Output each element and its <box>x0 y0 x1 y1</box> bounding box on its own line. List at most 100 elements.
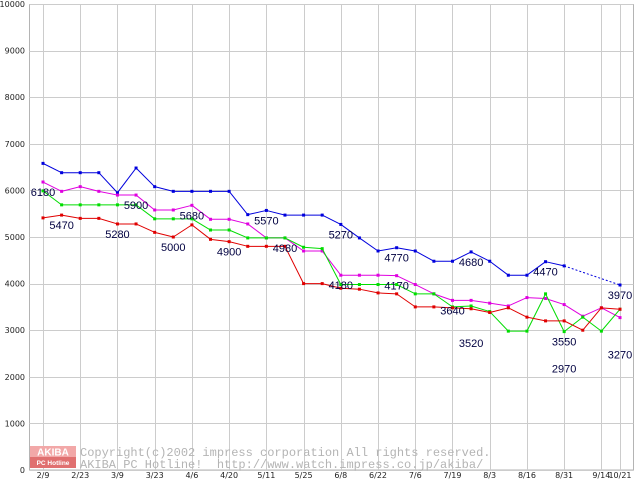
data-point-marker <box>395 246 399 250</box>
series-line-segment <box>582 316 602 332</box>
series-line-segment <box>508 307 528 318</box>
data-label: 5470 <box>49 220 73 232</box>
y-tick-label: 9000 <box>5 47 25 56</box>
data-point-marker <box>171 208 175 212</box>
data-label: 5680 <box>180 210 204 222</box>
data-point-marker <box>376 249 380 253</box>
data-point-marker <box>264 244 268 248</box>
series-line-segment <box>489 311 509 332</box>
data-point-marker <box>432 292 436 296</box>
data-point-marker <box>488 301 492 305</box>
x-tick-label: 6/22 <box>369 471 387 480</box>
series-line-segment <box>471 299 490 304</box>
series-line-segment <box>247 209 267 216</box>
x-tick-label: 5/11 <box>257 471 275 480</box>
data-point-marker <box>525 315 529 319</box>
data-point-marker <box>506 306 510 310</box>
series-line-segment <box>377 247 397 252</box>
series-line-segment <box>489 260 509 276</box>
data-point-marker <box>469 304 473 308</box>
series-line-segment <box>229 241 248 247</box>
x-tick-label: 4/20 <box>220 471 238 480</box>
data-point-marker <box>190 217 194 221</box>
site-url-line: AKIBA PC Hotline! http://www.watch.impre… <box>80 458 483 472</box>
series-line-segment <box>135 223 155 233</box>
data-point-marker <box>246 236 250 240</box>
data-point-marker <box>153 217 157 221</box>
data-point-marker <box>413 283 417 287</box>
data-point-marker <box>450 306 454 310</box>
x-tick-label: 8/31 <box>555 471 573 480</box>
series-line-segment <box>563 304 584 317</box>
data-point-marker <box>450 298 454 302</box>
series-line-segment <box>563 316 584 332</box>
series-line-segment <box>229 218 248 225</box>
y-tick-label: 0 <box>20 466 25 475</box>
data-label: 4170 <box>384 281 408 293</box>
data-point-marker <box>525 273 529 277</box>
data-point-marker <box>134 222 138 226</box>
y-tick-label: 8000 <box>5 93 25 102</box>
data-series <box>41 161 622 334</box>
data-point-marker <box>153 185 157 189</box>
data-label: 4900 <box>217 247 241 259</box>
data-point-marker <box>264 208 268 212</box>
series-line-segment <box>526 297 546 300</box>
data-point-marker <box>525 329 529 333</box>
data-point-marker <box>618 307 622 311</box>
data-point-marker <box>469 307 473 311</box>
data-point-marker <box>60 171 64 175</box>
data-label: 4770 <box>384 253 408 265</box>
data-point-marker <box>283 236 287 240</box>
data-point-marker <box>357 273 361 277</box>
data-point-marker <box>376 291 380 295</box>
x-tick-label: 4/6 <box>185 471 198 480</box>
series-line-segment <box>321 214 342 225</box>
data-point-marker <box>60 213 64 217</box>
series-line-segment <box>266 209 286 216</box>
data-point-marker <box>41 216 45 220</box>
y-tick-label: 2000 <box>5 373 25 382</box>
data-label: 2970 <box>552 364 576 376</box>
data-point-marker <box>320 282 324 286</box>
data-point-marker <box>209 228 213 232</box>
data-point-marker <box>544 297 548 301</box>
series-line-segment <box>601 307 621 310</box>
series-gap-segment <box>563 265 621 286</box>
data-point-marker <box>41 161 45 165</box>
data-point-marker <box>320 247 324 251</box>
gridlines <box>29 4 634 471</box>
data-label: 5900 <box>124 200 148 212</box>
data-point-marker <box>115 193 119 197</box>
series-line-segment <box>545 293 565 332</box>
data-point-marker <box>209 189 213 193</box>
series-line-segment <box>321 248 342 285</box>
series-line-segment <box>228 191 249 215</box>
x-tick-label: 5/25 <box>295 471 313 480</box>
x-tick-label: 6/8 <box>334 471 347 480</box>
data-point-marker <box>60 203 64 207</box>
series-line-segment <box>396 293 416 308</box>
data-label: 4980 <box>273 243 297 255</box>
data-label: 5570 <box>254 215 278 227</box>
copyright-line: Copyright(c)2002 impress corporation All… <box>80 446 490 460</box>
x-tick-label: 3/23 <box>146 471 164 480</box>
series-line-segment <box>322 283 341 289</box>
series-line-segment <box>452 305 472 308</box>
data-point-marker <box>97 189 101 193</box>
x-tick-label: 9/14 <box>592 471 610 480</box>
data-point-marker <box>506 304 510 308</box>
data-point-marker <box>413 249 417 253</box>
series-line-segment <box>378 292 397 295</box>
data-point-marker <box>171 235 175 239</box>
series-line-segment <box>98 172 118 194</box>
series-line-segment <box>452 307 472 310</box>
series-line-segment <box>191 204 211 220</box>
series-line-segment <box>191 218 211 231</box>
data-point-marker <box>562 319 566 323</box>
data-point-marker <box>97 216 101 220</box>
data-point-marker <box>488 310 492 314</box>
data-label: 3520 <box>459 338 483 350</box>
series-line-segment <box>359 237 379 252</box>
series-line-segment <box>489 302 509 307</box>
